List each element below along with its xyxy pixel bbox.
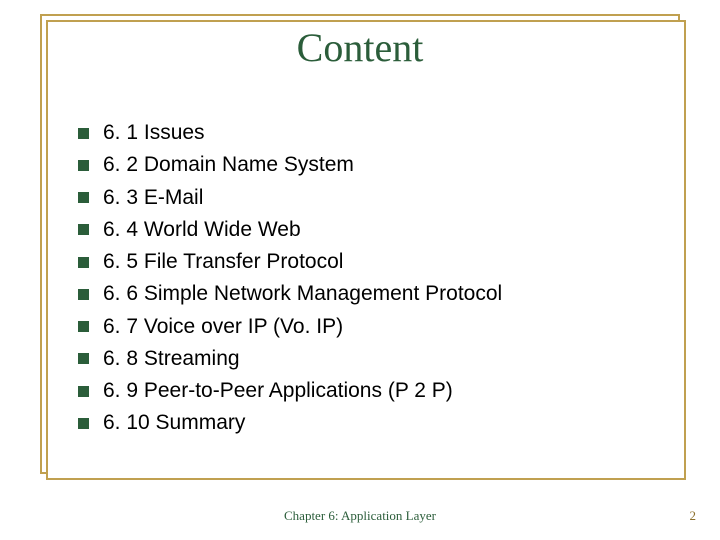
item-text: 6. 7 Voice over IP (Vo. IP) xyxy=(103,314,343,340)
bullet-icon xyxy=(78,160,89,171)
content-list: 6. 1 Issues 6. 2 Domain Name System 6. 3… xyxy=(78,120,648,443)
slide-title: Content xyxy=(0,24,720,71)
bullet-icon xyxy=(78,418,89,429)
list-item: 6. 4 World Wide Web xyxy=(78,217,648,243)
list-item: 6. 5 File Transfer Protocol xyxy=(78,249,648,275)
bullet-icon xyxy=(78,192,89,203)
footer-text: Chapter 6: Application Layer xyxy=(0,508,720,524)
slide: Content 6. 1 Issues 6. 2 Domain Name Sys… xyxy=(0,0,720,540)
item-text: 6. 2 Domain Name System xyxy=(103,152,354,178)
list-item: 6. 7 Voice over IP (Vo. IP) xyxy=(78,314,648,340)
list-item: 6. 2 Domain Name System xyxy=(78,152,648,178)
item-text: 6. 4 World Wide Web xyxy=(103,217,301,243)
bullet-icon xyxy=(78,128,89,139)
item-text: 6. 9 Peer-to-Peer Applications (P 2 P) xyxy=(103,378,453,404)
bullet-icon xyxy=(78,386,89,397)
list-item: 6. 1 Issues xyxy=(78,120,648,146)
item-text: 6. 5 File Transfer Protocol xyxy=(103,249,343,275)
item-text: 6. 8 Streaming xyxy=(103,346,240,372)
bullet-icon xyxy=(78,289,89,300)
item-text: 6. 3 E-Mail xyxy=(103,185,203,211)
item-text: 6. 10 Summary xyxy=(103,410,245,436)
list-item: 6. 6 Simple Network Management Protocol xyxy=(78,281,648,307)
bullet-icon xyxy=(78,224,89,235)
list-item: 6. 3 E-Mail xyxy=(78,185,648,211)
bullet-icon xyxy=(78,353,89,364)
item-text: 6. 1 Issues xyxy=(103,120,205,146)
bullet-icon xyxy=(78,321,89,332)
list-item: 6. 8 Streaming xyxy=(78,346,648,372)
item-text: 6. 6 Simple Network Management Protocol xyxy=(103,281,502,307)
list-item: 6. 9 Peer-to-Peer Applications (P 2 P) xyxy=(78,378,648,404)
list-item: 6. 10 Summary xyxy=(78,410,648,436)
page-number: 2 xyxy=(690,508,697,524)
bullet-icon xyxy=(78,257,89,268)
